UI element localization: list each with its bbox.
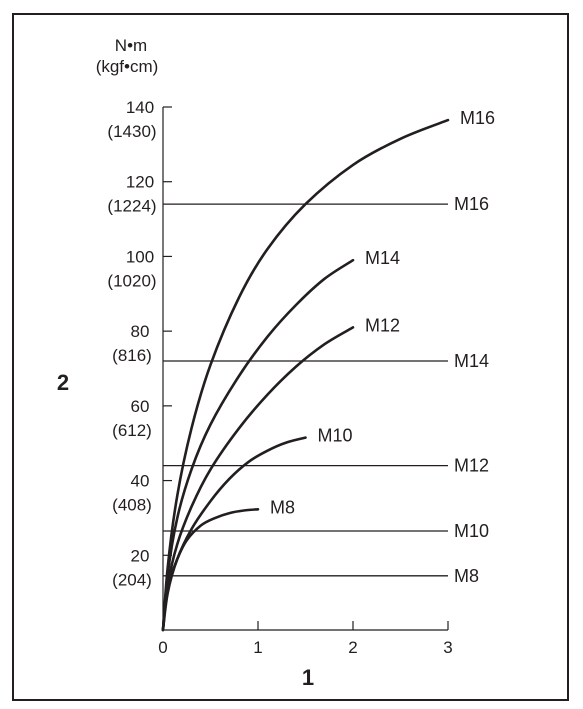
curve-label: M10 bbox=[318, 426, 353, 446]
reference-line-label: M16 bbox=[454, 194, 489, 214]
curve-m12 bbox=[161, 326, 355, 632]
chart-frame bbox=[12, 13, 569, 701]
y-tick-sublabel: (1430) bbox=[107, 122, 156, 141]
x-axis-name: 1 bbox=[302, 665, 314, 690]
curve-m14 bbox=[161, 258, 355, 632]
y-axis-name: 2 bbox=[57, 370, 69, 395]
y-tick-label: 40 bbox=[131, 472, 150, 491]
curve-m8 bbox=[161, 508, 260, 632]
x-tick-label: 1 bbox=[253, 638, 262, 657]
y-tick-sublabel: (408) bbox=[112, 496, 152, 515]
x-tick-label: 3 bbox=[443, 638, 452, 657]
y-unit-sublabel: (kgf•cm) bbox=[96, 57, 159, 76]
reference-line-label: M12 bbox=[454, 456, 489, 476]
curve-label: M8 bbox=[270, 497, 295, 517]
reference-line-label: M10 bbox=[454, 521, 489, 541]
reference-line-label: M8 bbox=[454, 566, 479, 586]
curve-m10 bbox=[161, 436, 307, 632]
y-tick-sublabel: (1224) bbox=[107, 197, 156, 216]
y-tick-sublabel: (816) bbox=[112, 346, 152, 365]
x-tick-label: 2 bbox=[348, 638, 357, 657]
curve-label: M16 bbox=[460, 108, 495, 128]
reference-line-label: M14 bbox=[454, 351, 489, 371]
y-tick-sublabel: (204) bbox=[112, 570, 152, 589]
curve-m16 bbox=[161, 118, 450, 632]
y-tick-label: 60 bbox=[131, 397, 150, 416]
x-tick-label: 0 bbox=[158, 638, 167, 657]
y-tick-label: 100 bbox=[126, 247, 154, 266]
y-tick-label: 20 bbox=[131, 546, 150, 565]
curve-label: M14 bbox=[365, 248, 400, 268]
y-tick-label: 140 bbox=[126, 98, 154, 117]
y-tick-label: 80 bbox=[131, 322, 150, 341]
y-tick-sublabel: (1020) bbox=[107, 271, 156, 290]
y-unit-label: N•m bbox=[115, 36, 147, 55]
curve-label: M12 bbox=[365, 315, 400, 335]
y-tick-sublabel: (612) bbox=[112, 421, 152, 440]
y-tick-label: 120 bbox=[126, 173, 154, 192]
